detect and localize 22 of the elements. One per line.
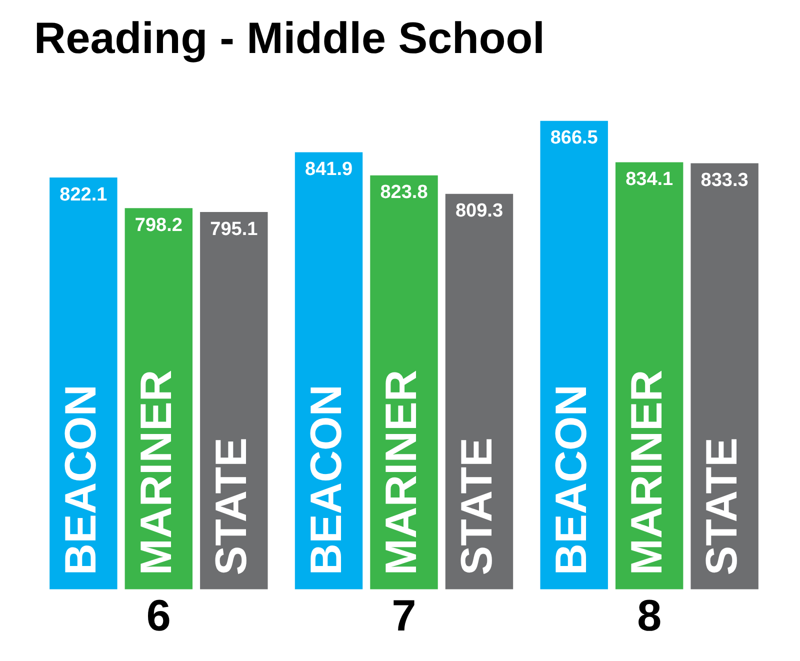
data-label: 834.1: [626, 168, 674, 190]
x-tick-label: 7: [392, 592, 416, 641]
data-label: 833.3: [700, 170, 748, 191]
data-label: 795.1: [210, 218, 258, 240]
x-tick-label: 8: [637, 592, 662, 641]
text: STATE: [207, 437, 256, 576]
text: STATE: [698, 437, 747, 576]
series-label: BEACON: [302, 384, 351, 576]
chart-title: Reading - Middle School: [34, 14, 546, 65]
text: MARINER: [377, 370, 426, 576]
data-label: 823.8: [380, 182, 428, 204]
data-label: 809.3: [455, 200, 504, 222]
series-label: MARINER: [132, 370, 181, 576]
data-label: 822.1: [60, 184, 108, 206]
data-label: 798.2: [134, 214, 182, 236]
x-tick-label: 6: [146, 592, 171, 641]
series-label: STATE: [452, 437, 502, 576]
text: MARINER: [622, 370, 672, 576]
data-label: 866.5: [550, 128, 598, 149]
text: BEACON: [547, 384, 596, 576]
data-label: 841.9: [304, 158, 353, 180]
text: BEACON: [56, 384, 106, 576]
